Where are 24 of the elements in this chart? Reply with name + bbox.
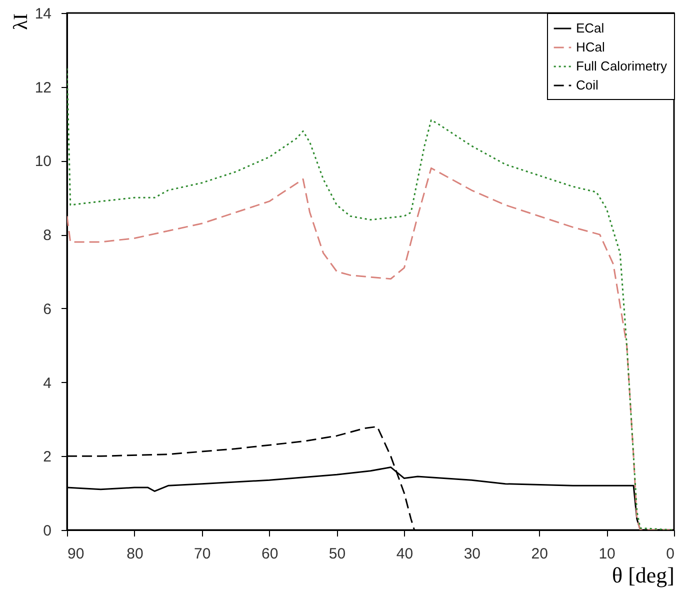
y-tick-label: 14 [34,6,52,22]
y-tick-label: 2 [43,448,52,466]
y-tick-label: 0 [43,522,52,540]
y-tick-label: 10 [34,153,52,170]
y-axis-title: λI [10,14,32,30]
y-tick-label: 6 [43,300,52,318]
y-tick-label: 4 [43,374,52,392]
x-tick-label: 30 [464,546,481,562]
x-tick-label: 60 [261,546,278,562]
legend-label: ECal [576,20,604,36]
x-tick-label: 40 [396,546,414,562]
x-tick-label: 10 [598,546,616,562]
legend-label: Full Calorimetry [576,58,668,74]
legend-label: Coil [576,78,599,92]
x-tick-label: 70 [194,546,211,562]
x-tick-label: 50 [328,546,346,562]
x-tick-label: 20 [531,546,548,562]
x-axis-title: θ [deg] [612,562,674,588]
x-tick-label: 0 [666,546,674,562]
y-tick-label: 12 [34,79,52,96]
x-tick-label: 80 [126,546,144,562]
y-tick-label: 8 [43,227,52,244]
x-tick-label: 90 [68,546,84,562]
legend-label: HCal [576,40,606,54]
